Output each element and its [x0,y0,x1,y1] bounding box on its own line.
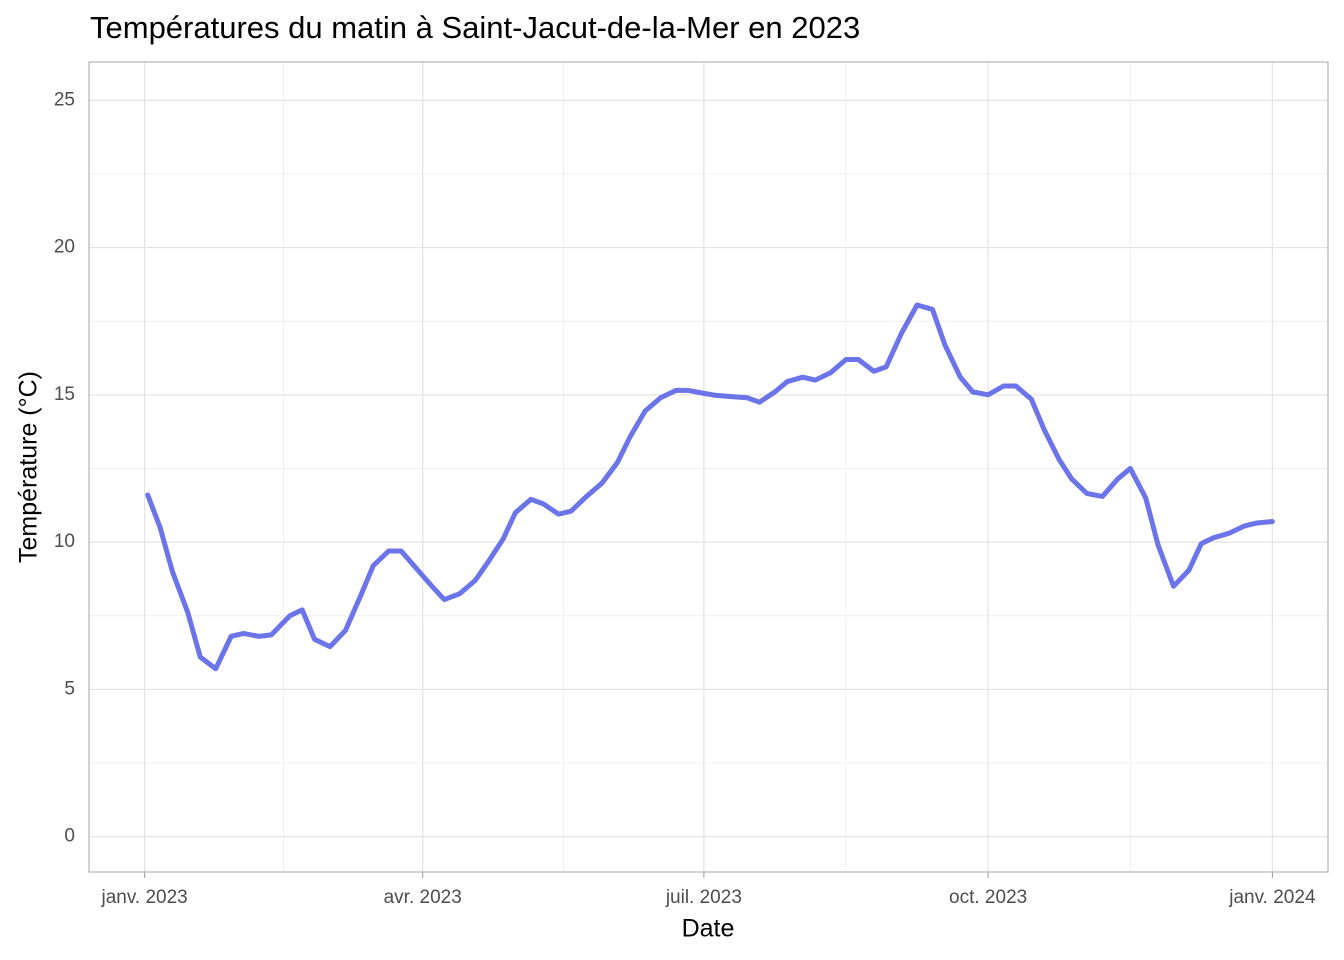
y-tick-label: 5 [64,678,75,699]
x-tick-label: janv. 2024 [1228,887,1316,908]
panel-border [88,61,1329,873]
y-tick-label: 0 [64,826,75,847]
line-series [145,302,1275,672]
y-axis-label: Température (°C) [15,371,43,563]
y-tick-label: 10 [54,531,75,552]
x-tick-label: janv. 2023 [100,887,187,908]
y-tick-label: 20 [54,237,75,258]
x-axis-label: Date [682,915,735,943]
x-tick-label: oct. 2023 [949,887,1027,908]
chart-title: Températures du matin à Saint-Jacut-de-l… [90,10,860,45]
x-tick-label: avr. 2023 [384,887,462,908]
x-tick-label: juil. 2023 [665,887,742,908]
y-tick-label: 15 [54,384,75,405]
y-tick-label: 25 [54,89,75,110]
